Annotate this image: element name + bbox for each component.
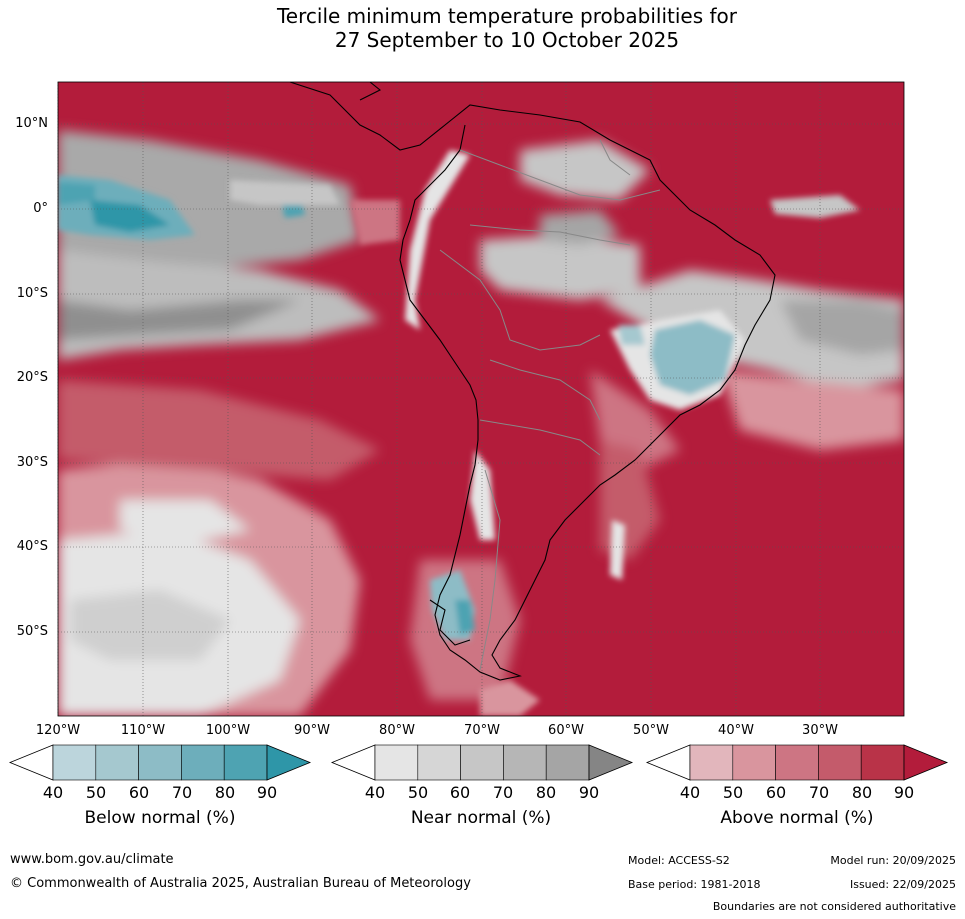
map-frame: [57, 81, 905, 717]
below-normal-label: Below normal (%): [84, 808, 236, 828]
lon-label-40w: 40°W: [718, 723, 754, 738]
near-colorbar-swatch: [460, 744, 504, 781]
below-colorbar-swatch: [138, 744, 182, 781]
near-colorbar-swatch: [545, 744, 590, 781]
lon-label-30w: 30°W: [802, 723, 838, 738]
title-line-2: 27 September to 10 October 2025: [334, 28, 680, 52]
website-link[interactable]: www.bom.gov.au/climate: [10, 852, 174, 867]
above-colorbar-swatch: [689, 744, 734, 781]
model-text: Model: ACCESS-S2: [628, 854, 730, 867]
below-tick-50: 50: [85, 783, 107, 802]
below-colorbar-min-arrow: [8, 744, 54, 781]
lat-label-30s: 30°S: [16, 455, 48, 470]
chart-title: Tercile minimum temperature probabilitie…: [0, 4, 965, 52]
lat-label-10n: 10°N: [15, 116, 48, 131]
near-tick-80: 80: [535, 783, 557, 802]
above-tick-50: 50: [722, 783, 744, 802]
above-colorbar-min-arrow: [645, 744, 691, 781]
below-colorbar-swatch: [223, 744, 268, 781]
near-tick-90: 90: [578, 783, 600, 802]
above-tick-40: 40: [679, 783, 701, 802]
below-colorbar-swatch: [95, 744, 139, 781]
lon-label-110w: 110°W: [120, 723, 166, 738]
colorbars: [8, 744, 949, 781]
below-tick-90: 90: [256, 783, 278, 802]
lon-label-50w: 50°W: [633, 723, 669, 738]
above-colorbar-swatch: [775, 744, 819, 781]
near-tick-60: 60: [449, 783, 471, 802]
near-tick-70: 70: [492, 783, 514, 802]
above-tick-70: 70: [808, 783, 830, 802]
copyright-text: © Commonwealth of Australia 2025, Austra…: [10, 876, 471, 891]
near-colorbar-min-arrow: [330, 744, 376, 781]
above-tick-90: 90: [893, 783, 915, 802]
lat-label-0: 0°: [33, 201, 48, 216]
above-tick-60: 60: [765, 783, 787, 802]
lon-label-120w: 120°W: [35, 723, 81, 738]
lat-label-20s: 20°S: [16, 370, 48, 385]
near-normal-label: Near normal (%): [410, 808, 552, 828]
probability-field: [58, 82, 904, 716]
below-colorbar-swatch: [52, 744, 97, 781]
title-line-1: Tercile minimum temperature probabilitie…: [276, 4, 738, 28]
above-colorbar-swatch: [732, 744, 776, 781]
lat-label-50s: 50°S: [16, 624, 48, 639]
country-boundaries: [439, 139, 661, 671]
disclaimer-text: Boundaries are not considered authoritat…: [712, 900, 956, 913]
below-tick-70: 70: [171, 783, 193, 802]
lon-label-60w: 60°W: [548, 723, 584, 738]
above-colorbar-max-arrow: [903, 744, 949, 781]
above-normal-label: Above normal (%): [720, 808, 874, 828]
base-period-text: Base period: 1981-2018: [628, 878, 761, 891]
below-colorbar-swatch: [181, 744, 225, 781]
lat-label-40s: 40°S: [16, 539, 48, 554]
lon-label-80w: 80°W: [379, 723, 415, 738]
near-colorbar-swatch: [417, 744, 461, 781]
below-tick-80: 80: [214, 783, 236, 802]
near-tick-40: 40: [364, 783, 386, 802]
near-colorbar-max-arrow: [588, 744, 634, 781]
lon-label-70w: 70°W: [464, 723, 500, 738]
model-run-text: Model run: 20/09/2025: [830, 854, 956, 867]
issued-text: Issued: 22/09/2025: [849, 878, 956, 891]
lat-label-10s: 10°S: [16, 286, 48, 301]
below-tick-40: 40: [42, 783, 64, 802]
lon-label-100w: 100°W: [205, 723, 251, 738]
near-colorbar-swatch: [374, 744, 419, 781]
above-colorbar-swatch: [818, 744, 862, 781]
lon-label-90w: 90°W: [294, 723, 330, 738]
near-tick-50: 50: [407, 783, 429, 802]
below-colorbar-max-arrow: [266, 744, 312, 781]
above-colorbar-swatch: [860, 744, 905, 781]
near-colorbar-swatch: [503, 744, 547, 781]
below-tick-60: 60: [128, 783, 150, 802]
above-tick-80: 80: [851, 783, 873, 802]
coastlines: [289, 82, 776, 681]
